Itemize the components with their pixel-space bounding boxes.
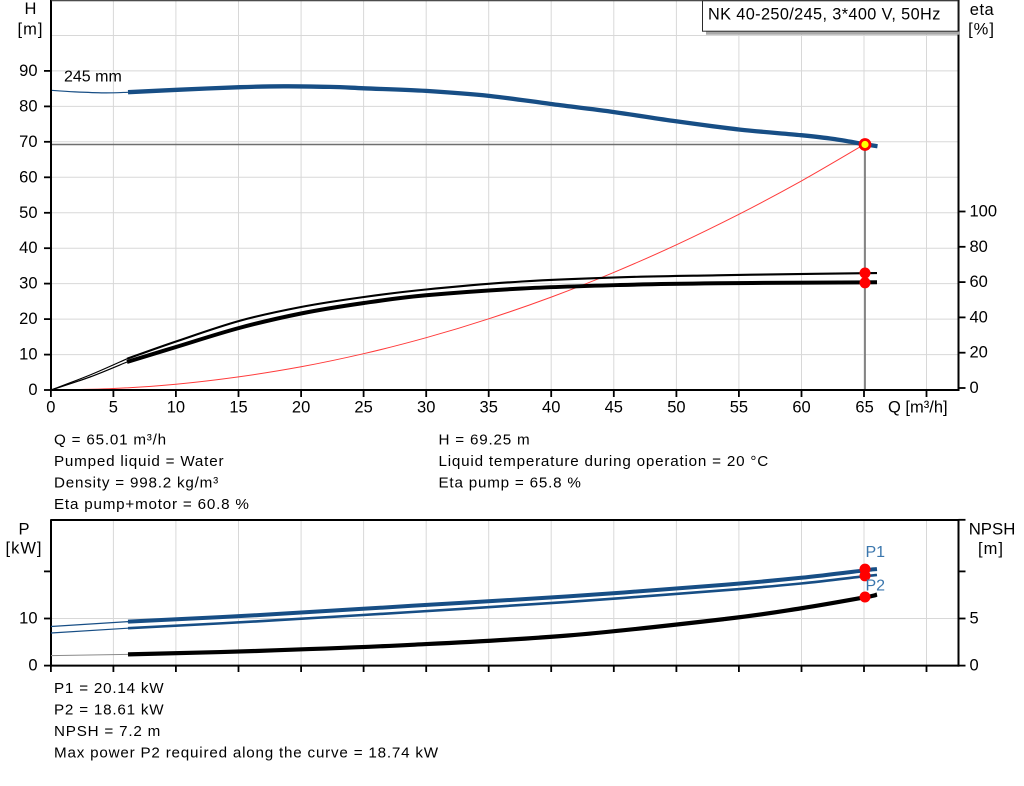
svg-text:P1 = 20.14 kW: P1 = 20.14 kW: [54, 680, 164, 697]
svg-text:0: 0: [28, 657, 37, 675]
svg-text:50: 50: [667, 399, 685, 417]
svg-text:40: 40: [542, 399, 560, 417]
svg-text:30: 30: [417, 399, 435, 417]
svg-text:90: 90: [19, 62, 37, 80]
svg-text:15: 15: [229, 399, 247, 417]
svg-text:20: 20: [970, 344, 988, 362]
svg-text:60: 60: [19, 168, 37, 186]
svg-text:H = 69.25 m: H = 69.25 m: [439, 431, 531, 448]
svg-text:25: 25: [354, 399, 372, 417]
svg-text:30: 30: [19, 275, 37, 293]
svg-text:10: 10: [19, 610, 37, 628]
svg-text:[m]: [m]: [18, 21, 44, 39]
svg-text:60: 60: [970, 273, 988, 291]
svg-text:[kW]: [kW]: [6, 539, 43, 557]
svg-text:40: 40: [970, 308, 988, 326]
svg-text:40: 40: [19, 239, 37, 257]
svg-text:P2 = 18.61 kW: P2 = 18.61 kW: [54, 701, 164, 718]
svg-text:65: 65: [855, 399, 873, 417]
svg-text:0: 0: [970, 657, 979, 675]
svg-text:50: 50: [19, 204, 37, 222]
svg-text:NK 40-250/245, 3*400 V, 50Hz: NK 40-250/245, 3*400 V, 50Hz: [708, 5, 941, 23]
svg-text:[m]: [m]: [978, 540, 1004, 558]
svg-text:0: 0: [28, 381, 37, 399]
svg-text:Max power P2 required along th: Max power P2 required along the curve = …: [54, 745, 439, 762]
svg-text:NPSH: NPSH: [969, 519, 1016, 538]
svg-text:Eta pump+motor = 60.8 %: Eta pump+motor = 60.8 %: [54, 496, 250, 513]
svg-text:100: 100: [970, 203, 998, 221]
svg-text:P: P: [18, 520, 29, 538]
svg-text:P2: P2: [866, 578, 886, 595]
svg-text:55: 55: [730, 399, 748, 417]
svg-text:80: 80: [970, 238, 988, 256]
svg-text:Q [m³/h]: Q [m³/h]: [888, 399, 948, 417]
svg-text:H: H: [25, 0, 37, 18]
svg-text:20: 20: [19, 310, 37, 328]
svg-text:[%]: [%]: [968, 21, 995, 39]
svg-text:0: 0: [46, 399, 55, 417]
svg-text:70: 70: [19, 133, 37, 151]
svg-text:Density = 998.2 kg/m³: Density = 998.2 kg/m³: [54, 475, 219, 492]
svg-text:Liquid temperature during oper: Liquid temperature during operation = 20…: [439, 453, 770, 470]
svg-text:P1: P1: [866, 544, 886, 561]
svg-text:5: 5: [109, 399, 118, 417]
svg-text:5: 5: [970, 610, 979, 628]
svg-text:NPSH = 7.2 m: NPSH = 7.2 m: [54, 723, 161, 740]
svg-text:eta: eta: [970, 1, 995, 19]
svg-text:20: 20: [292, 399, 310, 417]
svg-text:Eta pump = 65.8 %: Eta pump = 65.8 %: [439, 475, 582, 492]
svg-text:10: 10: [167, 399, 185, 417]
svg-text:80: 80: [19, 97, 37, 115]
svg-text:245 mm: 245 mm: [64, 69, 122, 86]
svg-text:0: 0: [970, 379, 979, 397]
svg-text:35: 35: [480, 399, 498, 417]
svg-text:10: 10: [19, 346, 37, 364]
svg-text:60: 60: [792, 399, 810, 417]
svg-text:Q = 65.01 m³/h: Q = 65.01 m³/h: [54, 431, 167, 448]
svg-text:Pumped liquid = Water: Pumped liquid = Water: [54, 453, 224, 470]
svg-text:45: 45: [605, 399, 623, 417]
